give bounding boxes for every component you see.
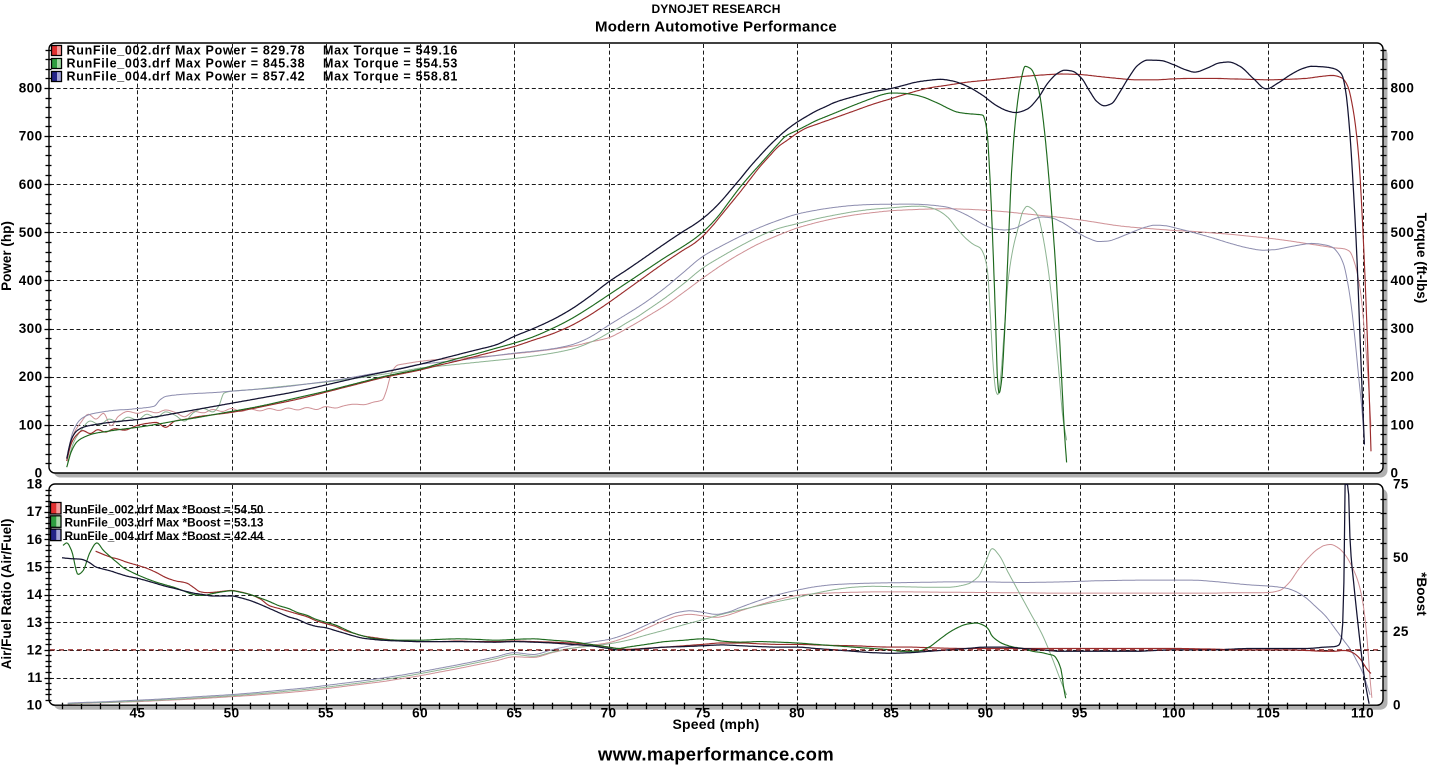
svg-text:95: 95 (1072, 706, 1088, 721)
svg-text:100: 100 (1391, 417, 1415, 432)
svg-text:100: 100 (19, 417, 43, 432)
svg-text:800: 800 (1391, 81, 1415, 96)
svg-text:80: 80 (789, 706, 805, 721)
svg-text:RunFile_002.drf Max Power = 82: RunFile_002.drf Max Power = 829.78 (67, 44, 306, 58)
svg-text:12: 12 (27, 642, 43, 657)
svg-text:55: 55 (318, 706, 334, 721)
svg-text:200: 200 (19, 369, 43, 384)
svg-text:800: 800 (19, 81, 43, 96)
svg-text:75: 75 (695, 706, 711, 721)
svg-text:RunFile_003.drf Max Power = 84: RunFile_003.drf Max Power = 845.38 (67, 57, 306, 71)
svg-text:14: 14 (27, 587, 43, 602)
svg-text:Torque (ft-lbs): Torque (ft-lbs) (1414, 213, 1429, 303)
svg-text:Max Torque = 558.81: Max Torque = 558.81 (323, 70, 458, 84)
svg-text:700: 700 (1391, 129, 1415, 144)
svg-text:500: 500 (1391, 225, 1415, 240)
svg-text:16: 16 (27, 532, 43, 547)
svg-text:110: 110 (1351, 706, 1374, 721)
svg-text:*Boost: *Boost (1414, 572, 1429, 616)
svg-text:0: 0 (35, 466, 43, 481)
svg-text:90: 90 (978, 706, 994, 721)
svg-text:500: 500 (19, 225, 43, 240)
svg-text:Air/Fuel Ratio (Air/Fuel): Air/Fuel Ratio (Air/Fuel) (0, 519, 14, 670)
svg-text:600: 600 (19, 177, 43, 192)
svg-text:100: 100 (1162, 706, 1186, 721)
svg-text:700: 700 (19, 129, 43, 144)
svg-text:50: 50 (224, 706, 240, 721)
svg-text:RunFile_003.drf Max *Boost = 5: RunFile_003.drf Max *Boost = 53.13 (65, 516, 264, 530)
svg-text:Max Torque = 554.53: Max Torque = 554.53 (323, 57, 458, 71)
svg-text:200: 200 (1391, 369, 1415, 384)
svg-text:300: 300 (1391, 321, 1415, 336)
svg-text:0: 0 (1391, 466, 1399, 481)
svg-text:DYNOJET RESEARCH: DYNOJET RESEARCH (652, 2, 781, 16)
svg-text:11: 11 (27, 670, 42, 685)
svg-text:0: 0 (1393, 698, 1401, 713)
svg-text:Max Torque = 549.16: Max Torque = 549.16 (323, 44, 458, 58)
svg-text:RunFile_002.drf Max *Boost = 5: RunFile_002.drf Max *Boost = 54.50 (65, 502, 264, 516)
svg-text:70: 70 (601, 706, 617, 721)
svg-text:RunFile_004.drf Max Power = 85: RunFile_004.drf Max Power = 857.42 (67, 70, 306, 84)
svg-text:25: 25 (1393, 624, 1409, 639)
svg-text:Speed (mph): Speed (mph) (673, 716, 760, 732)
svg-text:600: 600 (1391, 177, 1415, 192)
svg-text:Power (hp): Power (hp) (0, 221, 14, 291)
svg-text:www.maperformance.com: www.maperformance.com (597, 744, 834, 765)
svg-text:65: 65 (506, 706, 522, 721)
svg-text:17: 17 (27, 504, 43, 519)
svg-text:18: 18 (27, 477, 43, 492)
svg-text:60: 60 (412, 706, 428, 721)
svg-text:10: 10 (27, 698, 43, 713)
svg-text:45: 45 (129, 706, 145, 721)
svg-text:RunFile_004.drf Max *Boost = 4: RunFile_004.drf Max *Boost = 42.44 (65, 529, 264, 543)
svg-text:400: 400 (1391, 273, 1415, 288)
svg-text:75: 75 (1393, 477, 1409, 492)
svg-text:85: 85 (883, 706, 899, 721)
svg-text:400: 400 (19, 273, 43, 288)
svg-text:50: 50 (1393, 550, 1409, 565)
svg-text:15: 15 (27, 560, 43, 575)
svg-text:13: 13 (27, 615, 43, 630)
svg-text:105: 105 (1256, 706, 1280, 721)
svg-text:300: 300 (19, 321, 43, 336)
svg-text:Modern Automotive Performance: Modern Automotive Performance (595, 19, 837, 36)
